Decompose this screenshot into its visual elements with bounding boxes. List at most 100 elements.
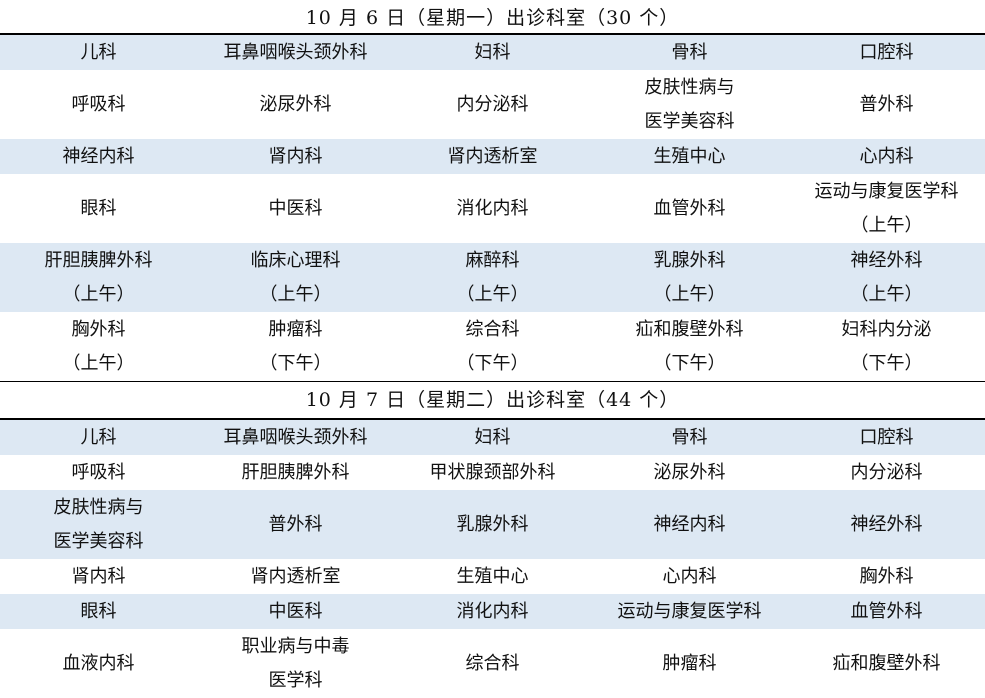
department-cell: 肝胆胰脾外科 xyxy=(197,455,394,490)
department-cell: 泌尿外科 xyxy=(197,70,394,139)
department-note: （上午） xyxy=(850,283,923,305)
department-note: （下午） xyxy=(259,352,332,374)
department-cell: 胸外科 （上午） xyxy=(0,312,197,381)
department-cell: 儿科 xyxy=(0,35,197,70)
department-cell: 皮肤性病与医学美容科 xyxy=(0,490,197,559)
department-cell: 口腔科 xyxy=(788,420,985,455)
department-cell: 妇科 xyxy=(394,420,591,455)
department-name: 麻醉科 xyxy=(465,249,520,271)
department-name: 普外科 xyxy=(268,513,323,535)
department-cell: 综合科 （下午） xyxy=(394,312,591,381)
department-cell: 疝和腹壁外科 （下午） xyxy=(591,312,788,381)
department-name: 消化内科 xyxy=(456,600,529,622)
department-cell: 肿瘤科 xyxy=(591,629,788,698)
department-name: 骨科 xyxy=(671,41,708,63)
department-name: 消化内科 xyxy=(456,197,529,219)
department-cell: 神经外科 xyxy=(788,490,985,559)
department-name: 口腔科 xyxy=(859,41,914,63)
department-name: 泌尿外科 xyxy=(259,93,332,115)
department-name: 皮肤性病与 xyxy=(644,76,735,98)
department-name: 神经内科 xyxy=(62,145,135,167)
department-name: 心内科 xyxy=(662,565,717,587)
table-row: 呼吸科 肝胆胰脾外科 甲状腺颈部外科 泌尿外科 内分泌科 xyxy=(0,455,985,490)
department-cell: 肿瘤科 （下午） xyxy=(197,312,394,381)
department-cell: 肾内科 xyxy=(197,139,394,174)
department-cell: 血液内科 xyxy=(0,629,197,698)
department-name: 乳腺外科 xyxy=(456,513,529,535)
department-name: 内分泌科 xyxy=(456,93,529,115)
department-cell: 运动与康复医学科 （上午） xyxy=(788,174,985,243)
department-cell: 生殖中心 xyxy=(591,139,788,174)
department-name: 耳鼻咽喉头颈外科 xyxy=(223,426,368,448)
department-name: 口腔科 xyxy=(859,426,914,448)
department-cell: 肾内科 xyxy=(0,559,197,594)
department-cell: 妇科 xyxy=(394,35,591,70)
department-name: 肿瘤科 xyxy=(268,318,323,340)
department-cell: 心内科 xyxy=(788,139,985,174)
department-cell: 泌尿外科 xyxy=(591,455,788,490)
department-name: 疝和腹壁外科 xyxy=(635,318,744,340)
department-name: 妇科 xyxy=(474,426,511,448)
department-name: 肾内透析室 xyxy=(250,565,341,587)
table-row: 眼科 中医科 消化内科 血管外科 运动与康复医学科 （上午） xyxy=(0,174,985,243)
department-name: 神经外科 xyxy=(850,513,923,535)
department-cell: 呼吸科 xyxy=(0,70,197,139)
department-cell: 呼吸科 xyxy=(0,455,197,490)
department-cell: 普外科 xyxy=(197,490,394,559)
table-row: 血液内科 职业病与中毒 医学科 综合科 肿瘤科 疝和腹壁外科 xyxy=(0,629,985,698)
section-title: 10 月 6 日（星期一）出诊科室（30 个） xyxy=(0,0,985,35)
department-name: 肝胆胰脾外科 xyxy=(44,249,153,271)
section-title: 10 月 7 日（星期二）出诊科室（44 个） xyxy=(0,381,985,420)
department-name: 皮肤性病与 xyxy=(53,496,144,518)
department-name: 运动与康复医学科 xyxy=(617,600,762,622)
table-row: 眼科 中医科 消化内科 运动与康复医学科 血管外科 xyxy=(0,594,985,629)
department-name: 肝胆胰脾外科 xyxy=(241,461,350,483)
department-cell: 肝胆胰脾外科 （上午） xyxy=(0,243,197,312)
department-cell: 乳腺外科 xyxy=(394,490,591,559)
department-note: （上午） xyxy=(62,352,135,374)
department-cell: 神经内科 xyxy=(591,490,788,559)
department-cell: 中医科 xyxy=(197,174,394,243)
department-cell: 眼科 xyxy=(0,174,197,243)
department-cell: 皮肤性病与 医学美容科 xyxy=(591,70,788,139)
department-note: 医学美容科 xyxy=(53,530,144,552)
department-name: 肾内透析室 xyxy=(447,145,538,167)
department-name: 神经外科 xyxy=(850,249,923,271)
department-cell: 普外科 xyxy=(788,70,985,139)
department-note: （上午） xyxy=(653,283,726,305)
department-name: 职业病与中毒 xyxy=(241,635,350,657)
department-name: 综合科 xyxy=(465,652,520,674)
department-note: （上午） xyxy=(850,214,923,236)
table-row: 肝胆胰脾外科 （上午） 临床心理科 （上午） 麻醉科 （上午） 乳腺外科 （上午） 神经外科 （上… xyxy=(0,243,985,312)
table-row: 皮肤性病与医学美容科 普外科 乳腺外科 神经内科 神经外科 xyxy=(0,490,985,559)
department-cell: 临床心理科 （上午） xyxy=(197,243,394,312)
department-name: 血管外科 xyxy=(850,600,923,622)
department-cell: 中医科 xyxy=(197,594,394,629)
department-cell: 甲状腺颈部外科 xyxy=(394,455,591,490)
department-name: 妇科内分泌 xyxy=(841,318,932,340)
department-name: 血液内科 xyxy=(62,652,135,674)
department-cell: 内分泌科 xyxy=(788,455,985,490)
department-cell: 生殖中心 xyxy=(394,559,591,594)
department-cell: 内分泌科 xyxy=(394,70,591,139)
table-row: 胸外科 （上午） 肿瘤科 （下午） 综合科 （下午） 疝和腹壁外科 （下午） 妇科内分泌 （下午） xyxy=(0,312,985,381)
department-cell: 眼科 xyxy=(0,594,197,629)
department-name: 生殖中心 xyxy=(456,565,529,587)
department-cell: 消化内科 xyxy=(394,174,591,243)
department-name: 泌尿外科 xyxy=(653,461,726,483)
department-note: （下午） xyxy=(456,352,529,374)
department-cell: 骨科 xyxy=(591,420,788,455)
department-note: （下午） xyxy=(850,352,923,374)
department-name: 肿瘤科 xyxy=(662,652,717,674)
department-name: 心内科 xyxy=(859,145,914,167)
department-name: 中医科 xyxy=(268,197,323,219)
department-name: 生殖中心 xyxy=(653,145,726,167)
department-cell: 耳鼻咽喉头颈外科 xyxy=(197,420,394,455)
department-cell: 职业病与中毒 医学科 xyxy=(197,629,394,698)
department-name: 肾内科 xyxy=(268,145,323,167)
department-name: 妇科 xyxy=(474,41,511,63)
department-cell: 肾内透析室 xyxy=(197,559,394,594)
department-cell: 妇科内分泌 （下午） xyxy=(788,312,985,381)
department-cell: 血管外科 xyxy=(788,594,985,629)
department-cell: 神经内科 xyxy=(0,139,197,174)
